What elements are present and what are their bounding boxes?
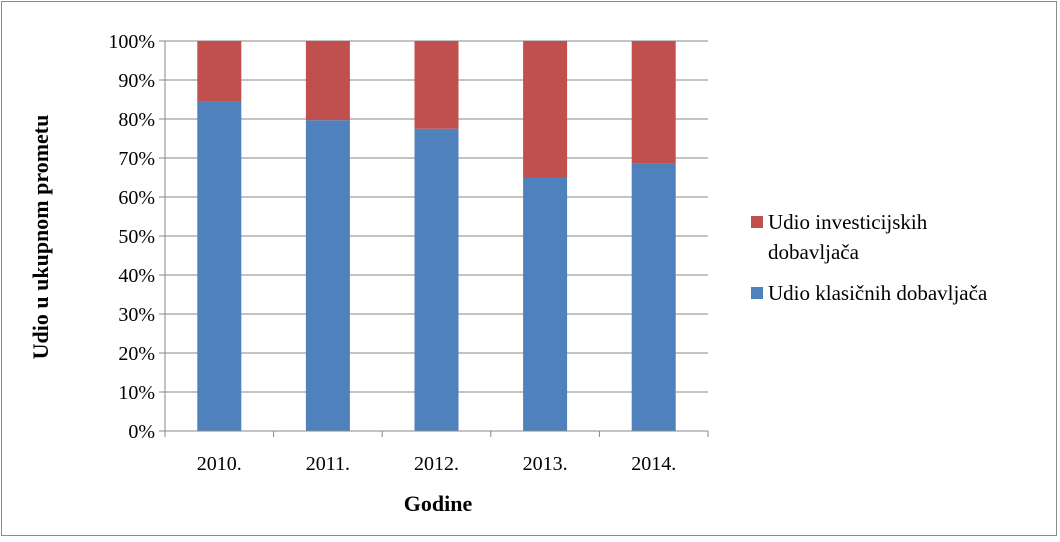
y-tick-label: 40%: [118, 265, 155, 287]
bar-investicijski-1: [197, 41, 242, 102]
axes: [164, 41, 709, 437]
x-tick-label: 2013.: [523, 453, 568, 475]
legend-label: Udio investicijskih: [768, 210, 928, 234]
y-tick-label: 100%: [108, 31, 155, 53]
x-tick-label: 2012.: [414, 453, 459, 475]
y-tick-labels: 0% 10% 20% 30% 40% 50% 60% 70% 80% 90% 100%: [108, 31, 155, 443]
y-tick-label: 10%: [118, 382, 155, 404]
x-tick-label: 2014.: [631, 453, 676, 475]
bar-investicijski-2: [305, 41, 350, 121]
bar-klasicni-2: [305, 120, 350, 432]
y-tick-label: 50%: [118, 226, 155, 248]
legend: Udio investicijskih dobavljača Udio klasič…: [751, 210, 988, 305]
bar-klasicni-4: [523, 177, 568, 431]
legend-label: dobavljača: [768, 240, 860, 264]
bar-investicijski-5: [631, 41, 676, 164]
y-tick-label: 20%: [118, 343, 155, 365]
bar-investicijski-3: [414, 41, 459, 129]
y-axis-title: Udio u ukupnom prometu: [28, 115, 53, 360]
bar-klasicni-1: [197, 101, 242, 431]
y-tick-label: 90%: [118, 70, 155, 92]
y-tick-label: 30%: [118, 304, 155, 326]
x-tick-labels: 2010. 2011. 2012. 2013. 2014.: [197, 453, 676, 475]
y-tick-label: 70%: [118, 148, 155, 170]
bar-klasicni-5: [631, 163, 676, 431]
bar-klasicni-3: [414, 128, 459, 431]
x-tick-label: 2010.: [197, 453, 242, 475]
x-tick-label: 2011.: [306, 453, 350, 475]
legend-swatch: [751, 287, 763, 299]
y-tick-label: 0%: [128, 421, 155, 443]
x-axis-title: Godine: [404, 491, 473, 516]
y-tick-label: 80%: [118, 109, 155, 131]
legend-label: Udio klasičnih dobavljača: [768, 281, 988, 305]
legend-swatch: [751, 216, 763, 228]
bars: [197, 41, 676, 432]
y-tick-label: 60%: [118, 187, 155, 209]
bar-investicijski-4: [523, 41, 568, 178]
